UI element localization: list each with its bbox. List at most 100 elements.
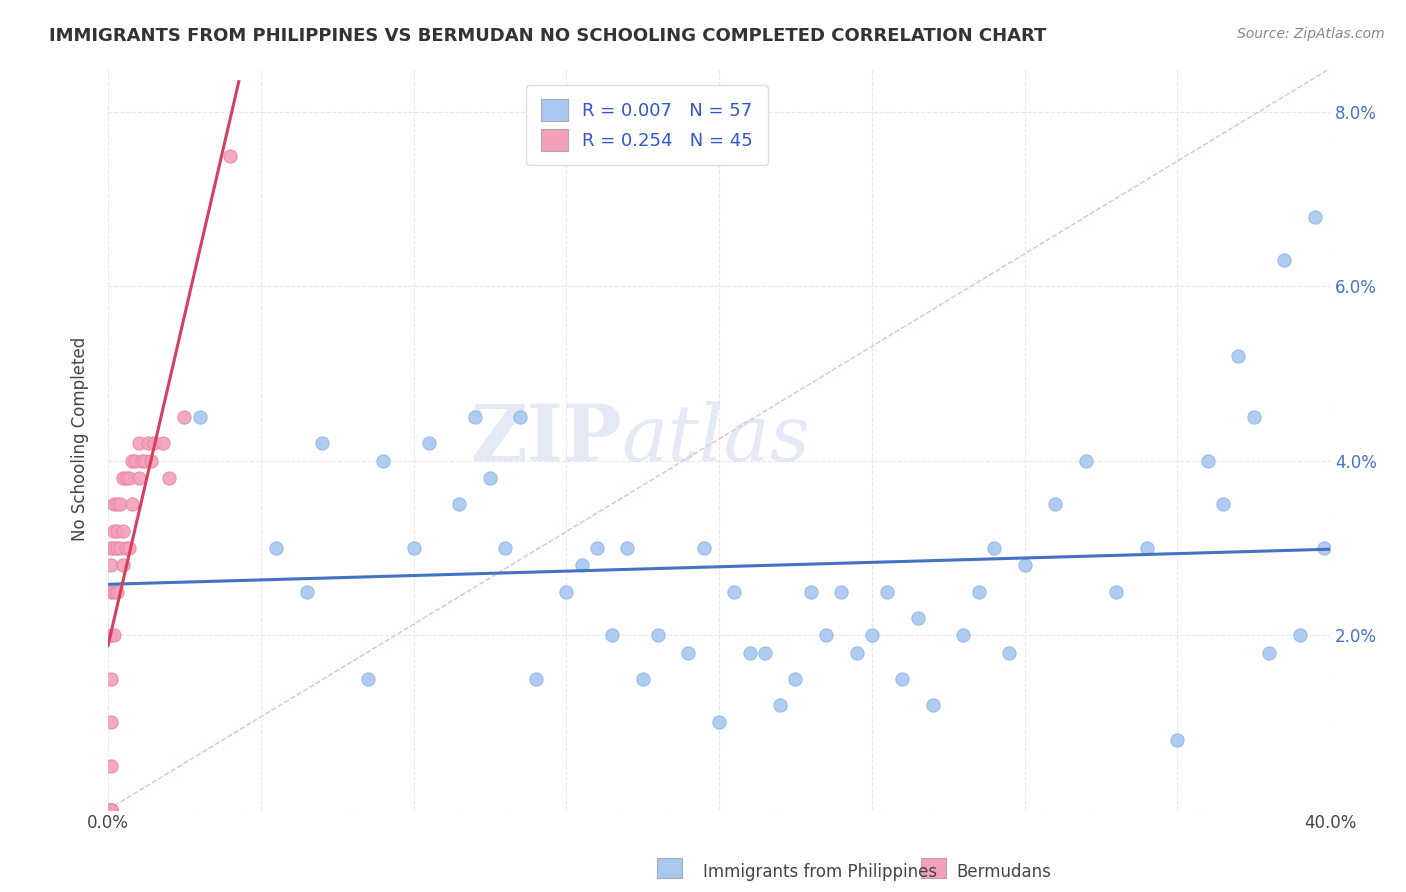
Point bbox=[585, 541, 607, 555]
Point bbox=[738, 646, 761, 660]
Point bbox=[124, 454, 146, 468]
Point bbox=[100, 803, 122, 817]
Point bbox=[1212, 497, 1234, 511]
Point bbox=[105, 524, 128, 538]
Point bbox=[100, 672, 122, 686]
Point bbox=[600, 628, 623, 642]
Point bbox=[769, 698, 792, 712]
Point bbox=[509, 410, 531, 425]
Point bbox=[814, 628, 837, 642]
Point bbox=[1288, 628, 1310, 642]
Point bbox=[891, 672, 914, 686]
Point bbox=[219, 149, 242, 163]
Point bbox=[785, 672, 807, 686]
Point bbox=[1136, 541, 1159, 555]
Point bbox=[952, 628, 974, 642]
Point bbox=[907, 611, 929, 625]
Point bbox=[723, 584, 745, 599]
Point bbox=[1043, 497, 1066, 511]
Point bbox=[128, 471, 150, 485]
Point bbox=[371, 454, 394, 468]
Point bbox=[1105, 584, 1128, 599]
Legend: R = 0.007   N = 57, R = 0.254   N = 45: R = 0.007 N = 57, R = 0.254 N = 45 bbox=[526, 85, 768, 165]
Point bbox=[647, 628, 669, 642]
Point bbox=[998, 646, 1021, 660]
Point bbox=[112, 471, 135, 485]
Point bbox=[118, 541, 141, 555]
Point bbox=[1014, 558, 1036, 573]
Point bbox=[105, 584, 128, 599]
Point bbox=[693, 541, 716, 555]
Point bbox=[105, 497, 128, 511]
Point bbox=[100, 759, 122, 773]
Point bbox=[108, 541, 131, 555]
Point bbox=[1166, 732, 1188, 747]
Point bbox=[707, 715, 730, 730]
Point bbox=[1303, 210, 1326, 224]
Point bbox=[1313, 541, 1336, 555]
Point bbox=[524, 672, 547, 686]
Text: Bermudans: Bermudans bbox=[956, 863, 1050, 881]
Point bbox=[115, 471, 138, 485]
Point bbox=[845, 646, 868, 660]
Point bbox=[100, 715, 122, 730]
Point bbox=[967, 584, 990, 599]
Point bbox=[112, 524, 135, 538]
Point bbox=[800, 584, 823, 599]
Point bbox=[128, 436, 150, 450]
Point bbox=[112, 558, 135, 573]
Point bbox=[1243, 410, 1265, 425]
Point bbox=[295, 584, 318, 599]
Point bbox=[922, 698, 945, 712]
Point bbox=[754, 646, 776, 660]
Text: Immigrants from Philippines: Immigrants from Philippines bbox=[703, 863, 938, 881]
Point bbox=[1197, 454, 1219, 468]
Point bbox=[103, 584, 125, 599]
Text: IMMIGRANTS FROM PHILIPPINES VS BERMUDAN NO SCHOOLING COMPLETED CORRELATION CHART: IMMIGRANTS FROM PHILIPPINES VS BERMUDAN … bbox=[49, 27, 1046, 45]
Point bbox=[108, 497, 131, 511]
Point bbox=[494, 541, 516, 555]
Point bbox=[134, 454, 156, 468]
Point bbox=[100, 803, 122, 817]
Point bbox=[131, 454, 153, 468]
Point bbox=[100, 584, 122, 599]
Text: Source: ZipAtlas.com: Source: ZipAtlas.com bbox=[1237, 27, 1385, 41]
Point bbox=[830, 584, 852, 599]
Point bbox=[100, 803, 122, 817]
Y-axis label: No Schooling Completed: No Schooling Completed bbox=[72, 337, 89, 541]
Point bbox=[555, 584, 578, 599]
Point bbox=[402, 541, 425, 555]
Point bbox=[464, 410, 486, 425]
Point bbox=[1272, 253, 1295, 268]
Text: atlas: atlas bbox=[621, 401, 810, 477]
Bar bbox=[657, 858, 682, 878]
Point bbox=[103, 628, 125, 642]
Point bbox=[115, 541, 138, 555]
Point bbox=[1074, 454, 1097, 468]
Point bbox=[631, 672, 654, 686]
Point bbox=[142, 436, 165, 450]
Point bbox=[100, 628, 122, 642]
Point bbox=[173, 410, 195, 425]
Point bbox=[616, 541, 638, 555]
Point bbox=[1258, 646, 1281, 660]
Point bbox=[100, 541, 122, 555]
Point bbox=[357, 672, 380, 686]
Point bbox=[418, 436, 440, 450]
Point bbox=[983, 541, 1005, 555]
Bar bbox=[921, 858, 946, 878]
Point bbox=[157, 471, 180, 485]
Point bbox=[103, 524, 125, 538]
Point bbox=[118, 471, 141, 485]
Point bbox=[264, 541, 287, 555]
Point bbox=[860, 628, 883, 642]
Point bbox=[100, 803, 122, 817]
Point bbox=[876, 584, 898, 599]
Text: ZIP: ZIP bbox=[470, 401, 621, 477]
Point bbox=[478, 471, 501, 485]
Point bbox=[571, 558, 593, 573]
Point bbox=[121, 497, 143, 511]
Point bbox=[1227, 349, 1250, 363]
Point bbox=[152, 436, 174, 450]
Point bbox=[105, 541, 128, 555]
